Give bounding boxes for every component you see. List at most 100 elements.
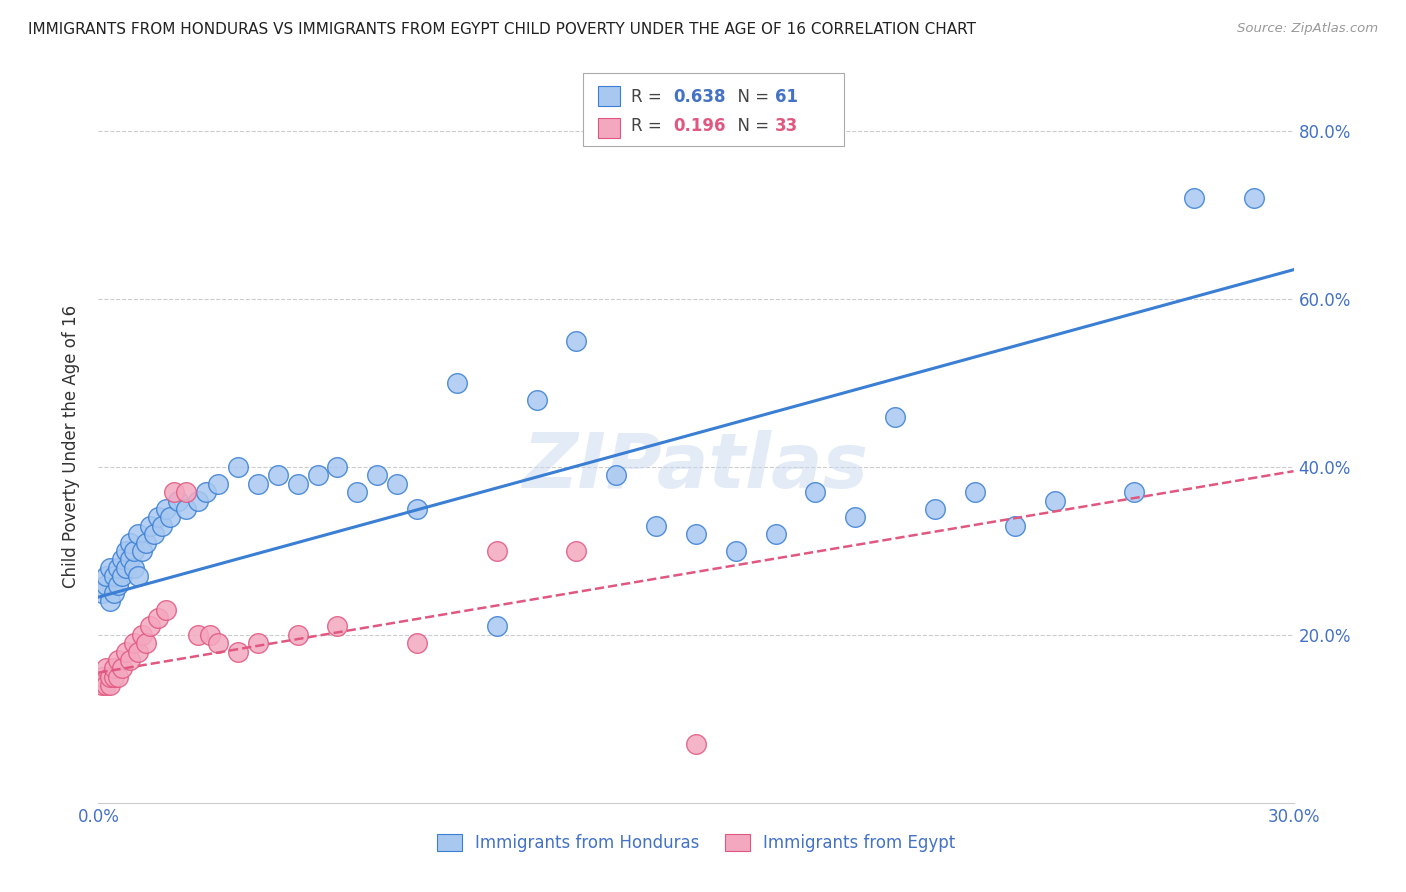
Point	[207, 476, 229, 491]
Y-axis label: Child Poverty Under the Age of 16: Child Poverty Under the Age of 16	[62, 304, 80, 588]
Point	[127, 645, 149, 659]
Point	[187, 493, 209, 508]
Point	[163, 485, 186, 500]
Point	[98, 678, 122, 692]
Text: 61: 61	[775, 88, 797, 106]
Text: Source: ZipAtlas.com: Source: ZipAtlas.com	[1237, 22, 1378, 36]
Point	[685, 737, 707, 751]
Point	[107, 670, 129, 684]
Point	[150, 518, 173, 533]
Point	[385, 476, 409, 491]
Point	[685, 527, 707, 541]
Point	[115, 645, 138, 659]
Text: N =: N =	[727, 88, 775, 106]
Point	[195, 485, 218, 500]
Point	[96, 661, 118, 675]
Point	[287, 476, 309, 491]
Text: N =: N =	[727, 117, 775, 135]
Point	[91, 586, 114, 600]
Point	[131, 628, 153, 642]
Point	[98, 594, 122, 608]
Point	[135, 636, 157, 650]
Point	[174, 502, 197, 516]
Point	[804, 485, 827, 500]
Text: R =: R =	[631, 117, 668, 135]
Point	[139, 518, 162, 533]
Point	[326, 619, 349, 633]
Point	[115, 544, 138, 558]
Point	[526, 392, 548, 407]
Point	[924, 502, 946, 516]
Point	[765, 527, 787, 541]
Point	[107, 653, 129, 667]
Point	[187, 628, 209, 642]
Point	[155, 603, 177, 617]
Point	[139, 619, 162, 633]
Point	[120, 535, 142, 549]
Point	[207, 636, 229, 650]
Point	[111, 552, 134, 566]
Point	[307, 468, 329, 483]
Point	[127, 569, 149, 583]
Point	[1004, 518, 1026, 533]
Point	[884, 409, 907, 424]
Point	[226, 645, 249, 659]
Point	[963, 485, 986, 500]
Point	[120, 552, 142, 566]
Point	[103, 569, 125, 583]
Point	[124, 636, 146, 650]
Point	[174, 485, 197, 500]
Point	[111, 569, 134, 583]
Point	[366, 468, 388, 483]
Point	[111, 661, 134, 675]
Point	[485, 544, 508, 558]
Point	[96, 678, 118, 692]
Point	[124, 544, 146, 558]
Point	[155, 502, 177, 516]
Point	[446, 376, 468, 390]
Text: 0.638: 0.638	[673, 88, 725, 106]
Text: 33: 33	[775, 117, 799, 135]
Point	[844, 510, 866, 524]
Point	[1243, 191, 1265, 205]
Legend: Immigrants from Honduras, Immigrants from Egypt: Immigrants from Honduras, Immigrants fro…	[430, 827, 962, 859]
Point	[135, 535, 157, 549]
Point	[287, 628, 309, 642]
Point	[1182, 191, 1205, 205]
Point	[103, 670, 125, 684]
Point	[346, 485, 368, 500]
Point	[103, 661, 125, 675]
Point	[143, 527, 166, 541]
Point	[1043, 493, 1066, 508]
Text: R =: R =	[631, 88, 668, 106]
Text: ZIPatlas: ZIPatlas	[523, 431, 869, 504]
Point	[565, 544, 588, 558]
Point	[124, 560, 146, 574]
Point	[198, 628, 221, 642]
Point	[724, 544, 747, 558]
Text: IMMIGRANTS FROM HONDURAS VS IMMIGRANTS FROM EGYPT CHILD POVERTY UNDER THE AGE OF: IMMIGRANTS FROM HONDURAS VS IMMIGRANTS F…	[28, 22, 976, 37]
Point	[167, 493, 190, 508]
Point	[406, 502, 429, 516]
Point	[91, 670, 114, 684]
Point	[406, 636, 429, 650]
Point	[246, 636, 269, 650]
Point	[267, 468, 290, 483]
Point	[485, 619, 508, 633]
Point	[148, 611, 170, 625]
Point	[107, 577, 129, 591]
Point	[326, 460, 349, 475]
Point	[96, 577, 118, 591]
Point	[98, 560, 122, 574]
Point	[127, 527, 149, 541]
Point	[131, 544, 153, 558]
Point	[120, 653, 142, 667]
Point	[645, 518, 668, 533]
Point	[96, 569, 118, 583]
Point	[115, 560, 138, 574]
Point	[91, 678, 114, 692]
Point	[107, 560, 129, 574]
Point	[605, 468, 627, 483]
Text: 0.196: 0.196	[673, 117, 725, 135]
Point	[565, 334, 588, 348]
